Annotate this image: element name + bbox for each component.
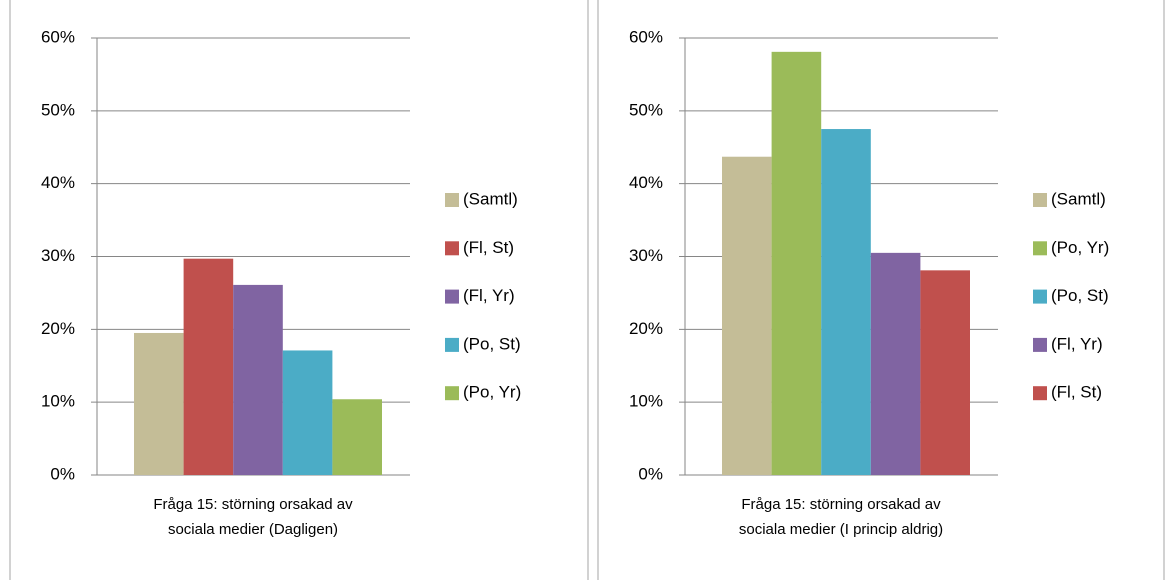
y-tick-label: 40% — [41, 173, 75, 192]
legend-label: (Fl, Yr) — [1051, 334, 1103, 353]
bar — [183, 258, 234, 475]
chart: 0% 10% 20% 30% 40% 50% 60% (Samtl) (Fl, St) (Fl, … — [9, 0, 589, 580]
chart-panel: 0% 10% 20% 30% 40% 50% 60% (Samtl) (Fl, St) (Fl, … — [9, 0, 589, 580]
legend-label: (Po, St) — [463, 334, 521, 353]
chart: 0% 10% 20% 30% 40% 50% 60% (Samtl) (Po, Yr) (Po, … — [597, 0, 1165, 580]
legend-label: (Samtl) — [463, 189, 518, 208]
legend-swatch — [1033, 289, 1047, 304]
y-tick-label: 60% — [41, 27, 75, 46]
legend-swatch — [1033, 193, 1047, 207]
legend-swatch — [445, 241, 459, 256]
y-tick-label: 50% — [629, 100, 663, 119]
bar — [134, 332, 184, 475]
y-tick-label: 50% — [41, 100, 75, 119]
y-tick-label: 60% — [629, 27, 663, 46]
bar — [233, 284, 283, 475]
y-tick-label: 10% — [629, 392, 663, 411]
legend-label: (Fl, Yr) — [463, 286, 515, 305]
y-tick-label: 10% — [41, 392, 75, 411]
bar — [722, 156, 772, 476]
bar — [332, 399, 382, 475]
legend-label: (Fl, St) — [1051, 383, 1102, 402]
legend-label: (Po, Yr) — [1051, 238, 1109, 257]
bar — [870, 252, 921, 475]
legend-label: (Po, Yr) — [463, 383, 521, 402]
bar — [821, 129, 871, 475]
legend-label: (Fl, St) — [463, 238, 514, 257]
y-tick-label: 0% — [638, 464, 663, 483]
legend-label: (Po, St) — [1051, 286, 1109, 305]
legend-swatch — [445, 337, 459, 352]
chart-panel: 0% 10% 20% 30% 40% 50% 60% (Samtl) (Po, Yr) (Po, … — [588, 0, 1166, 580]
bar — [282, 350, 333, 475]
y-tick-label: 30% — [629, 246, 663, 265]
legend-swatch — [1033, 386, 1047, 401]
legend-swatch — [445, 193, 459, 207]
x-category-label: Fråga 15: störning orsakad av sociala me… — [153, 496, 353, 538]
y-tick-label: 30% — [41, 246, 75, 265]
x-category-label: Fråga 15: störning orsakad av sociala me… — [738, 496, 944, 538]
legend-label: (Samtl) — [1051, 189, 1106, 208]
y-tick-label: 20% — [41, 319, 75, 338]
y-tick-label: 20% — [629, 319, 663, 338]
bar — [771, 51, 822, 476]
legend-swatch — [445, 386, 459, 401]
bar — [920, 270, 970, 475]
legend-swatch — [1033, 241, 1047, 256]
legend-swatch — [1033, 337, 1047, 352]
legend-swatch — [445, 289, 459, 304]
y-tick-label: 0% — [50, 464, 75, 483]
y-tick-label: 40% — [629, 173, 663, 192]
